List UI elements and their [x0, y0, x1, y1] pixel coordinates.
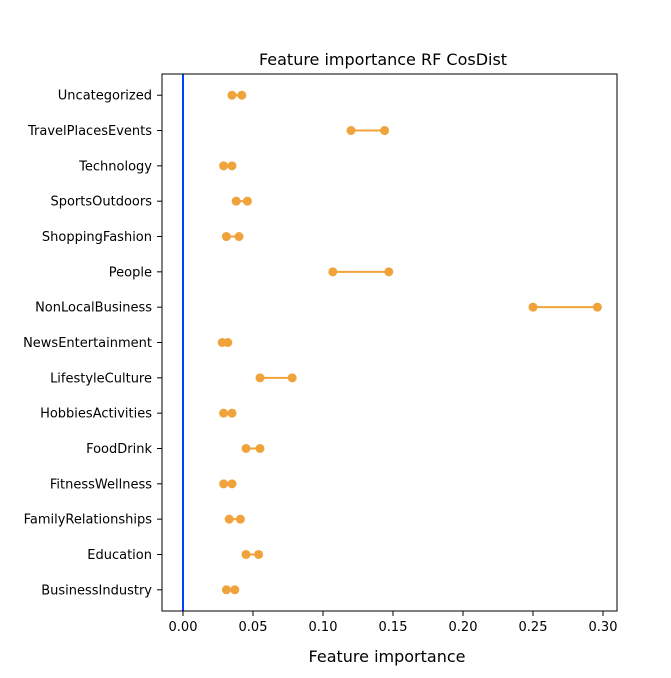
high-point: [234, 232, 244, 242]
high-point: [227, 408, 237, 418]
y-tick-label: LifestyleCulture: [50, 371, 152, 386]
y-tick-label: NewsEntertainment: [23, 336, 152, 351]
low-point: [227, 90, 237, 100]
low-point: [219, 161, 229, 171]
low-point: [328, 267, 338, 277]
high-point: [227, 479, 237, 489]
y-tick-label: FoodDrink: [86, 442, 152, 457]
y-tick-label: HobbiesActivities: [40, 407, 152, 422]
low-point: [219, 479, 229, 489]
low-point: [255, 373, 265, 383]
y-tick-label: TravelPlacesEvents: [27, 124, 152, 139]
low-point: [221, 232, 231, 242]
y-tick-label: SportsOutdoors: [50, 195, 152, 210]
x-tick-label: 0.25: [519, 620, 548, 635]
high-point: [287, 373, 297, 383]
x-tick-label: 0.10: [309, 620, 338, 635]
high-point: [235, 514, 245, 524]
low-point: [221, 585, 231, 595]
high-point: [384, 267, 394, 277]
y-tick-label: ShoppingFashion: [42, 230, 152, 245]
y-tick-label: People: [109, 265, 152, 280]
y-tick-label: NonLocalBusiness: [35, 301, 152, 316]
high-point: [380, 126, 390, 136]
x-tick-label: 0.00: [169, 620, 198, 635]
high-point: [242, 196, 252, 206]
x-axis-title: Feature importance: [309, 647, 466, 666]
low-point: [241, 443, 251, 453]
high-point: [227, 161, 237, 171]
low-point: [528, 302, 538, 312]
high-point: [255, 443, 265, 453]
high-point: [254, 549, 264, 559]
plot-frame: [161, 73, 618, 612]
x-tick-label: 0.20: [449, 620, 478, 635]
y-tick-label: FamilyRelationships: [24, 513, 153, 528]
x-tick-label: 0.05: [239, 620, 268, 635]
y-tick-label: Uncategorized: [58, 89, 152, 104]
high-point: [230, 585, 240, 595]
low-point: [224, 514, 234, 524]
y-tick-label: Education: [87, 548, 152, 563]
high-point: [592, 302, 602, 312]
chart-title: Feature importance RF CosDist: [259, 50, 507, 69]
high-point: [223, 338, 233, 347]
x-tick-label: 0.15: [379, 620, 408, 635]
x-tick-label: 0.30: [589, 620, 618, 635]
y-tick-label: BusinessIndustry: [41, 583, 152, 598]
low-point: [231, 196, 241, 206]
low-point: [219, 408, 229, 418]
y-tick-label: Technology: [78, 159, 152, 174]
high-point: [237, 90, 247, 100]
low-point: [241, 549, 251, 559]
y-tick-label: FitnessWellness: [50, 477, 152, 492]
low-point: [346, 126, 356, 136]
